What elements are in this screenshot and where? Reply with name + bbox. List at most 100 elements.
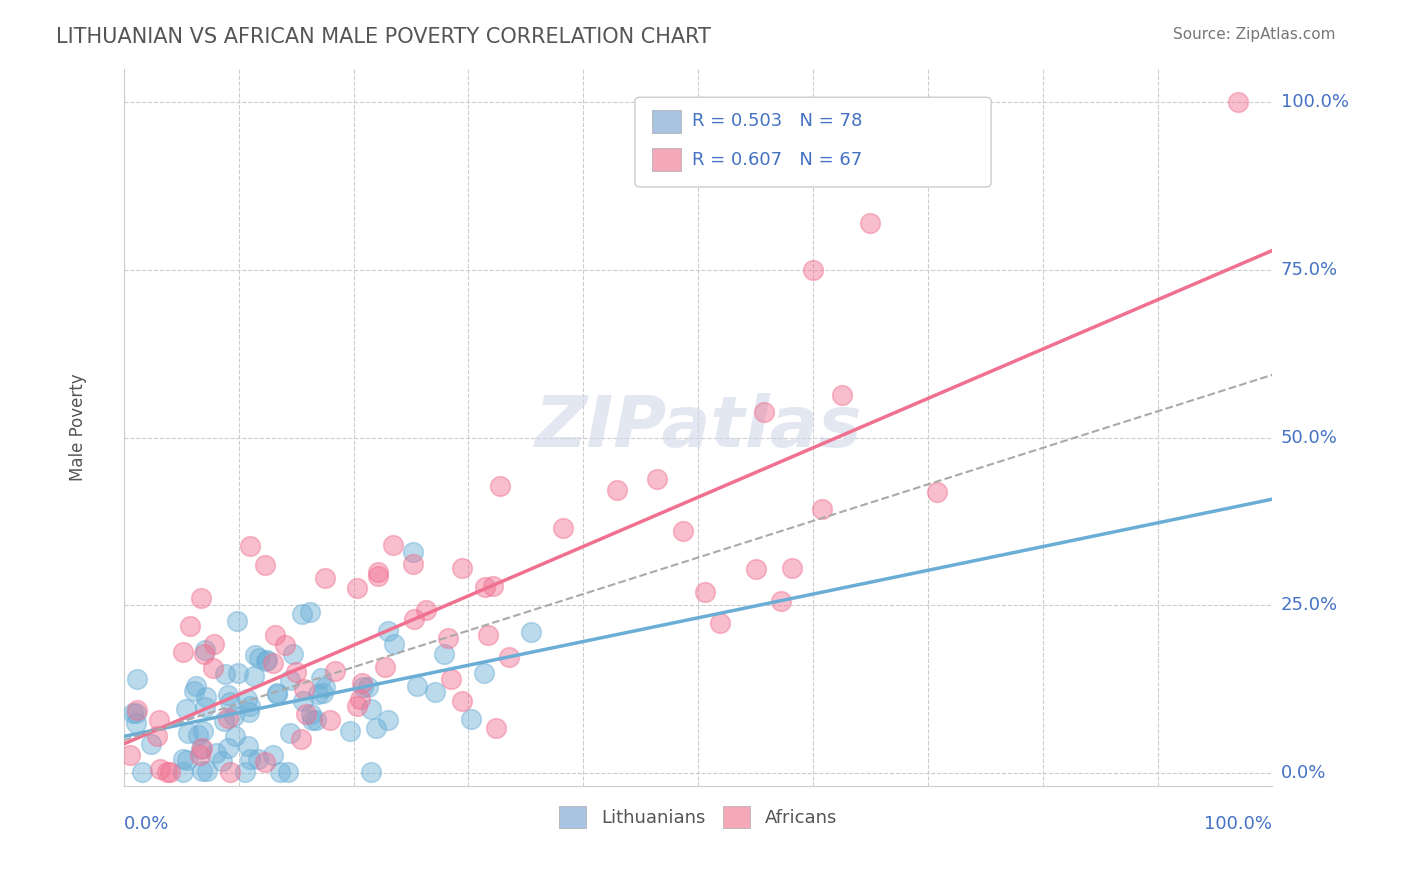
Point <box>190 747 212 762</box>
Point <box>254 654 277 668</box>
Point <box>139 738 162 752</box>
Point <box>190 742 212 756</box>
Point <box>498 650 520 665</box>
Point <box>374 659 396 673</box>
Point <box>239 752 262 766</box>
Point <box>811 501 834 516</box>
Point <box>925 485 948 500</box>
Point <box>377 713 399 727</box>
Point <box>183 683 205 698</box>
Point <box>127 673 149 687</box>
Point <box>360 702 382 716</box>
Point <box>292 682 315 697</box>
Point <box>307 688 329 702</box>
Legend: Lithuanians, Africans: Lithuanians, Africans <box>553 798 845 835</box>
Point <box>125 716 148 731</box>
Point <box>190 764 212 778</box>
Point <box>402 557 425 571</box>
Point <box>226 666 249 681</box>
Point <box>304 713 326 727</box>
Point <box>278 673 301 687</box>
Point <box>314 680 336 694</box>
Point <box>346 582 368 596</box>
Point <box>253 558 276 573</box>
Text: ZIPatlas: ZIPatlas <box>534 393 862 462</box>
Point <box>191 741 214 756</box>
Point <box>451 694 474 708</box>
Point <box>485 721 508 735</box>
Point <box>224 729 246 743</box>
Point <box>432 647 454 661</box>
Point <box>211 754 233 768</box>
Point <box>247 651 270 665</box>
Point <box>159 765 181 780</box>
Point <box>266 687 288 701</box>
Text: 0.0%: 0.0% <box>124 815 169 833</box>
Text: R = 0.607   N = 67: R = 0.607 N = 67 <box>692 151 863 169</box>
Point <box>253 756 276 770</box>
Text: R = 0.503   N = 78: R = 0.503 N = 78 <box>692 112 863 130</box>
Point <box>339 723 361 738</box>
Point <box>247 752 270 766</box>
Point <box>238 706 260 720</box>
Point <box>217 688 239 702</box>
Point <box>299 706 322 721</box>
Point <box>551 521 574 535</box>
Point <box>187 728 209 742</box>
Text: 25.0%: 25.0% <box>1281 597 1339 615</box>
Point <box>176 726 198 740</box>
Point <box>382 538 405 552</box>
Point <box>360 765 382 780</box>
Text: Male Poverty: Male Poverty <box>69 374 87 482</box>
Point <box>477 628 499 642</box>
Point <box>352 680 374 694</box>
Point <box>278 725 301 739</box>
Point <box>193 647 215 661</box>
Point <box>172 765 194 780</box>
Point <box>125 706 148 721</box>
Point <box>262 657 284 671</box>
Point <box>349 692 371 706</box>
Point <box>292 693 315 707</box>
Point <box>205 746 228 760</box>
Point <box>284 665 307 679</box>
Point <box>195 764 218 779</box>
Point <box>149 762 172 776</box>
Point <box>319 713 342 727</box>
Point <box>219 695 242 709</box>
Point <box>357 681 380 695</box>
Point <box>440 673 463 687</box>
FancyBboxPatch shape <box>652 110 681 133</box>
Point <box>122 706 145 720</box>
Text: LITHUANIAN VS AFRICAN MALE POVERTY CORRELATION CHART: LITHUANIAN VS AFRICAN MALE POVERTY CORRE… <box>56 27 711 46</box>
Point <box>212 714 235 729</box>
Point <box>236 739 259 754</box>
Point <box>291 607 314 621</box>
Point <box>156 765 179 780</box>
Point <box>174 701 197 715</box>
Point <box>769 593 792 607</box>
Point <box>425 685 447 699</box>
Point <box>131 765 153 780</box>
Point <box>472 665 495 680</box>
Text: 100.0%: 100.0% <box>1281 93 1348 112</box>
Point <box>301 713 323 727</box>
Point <box>752 405 775 419</box>
Point <box>214 666 236 681</box>
Point <box>404 612 426 626</box>
Point <box>201 660 224 674</box>
Point <box>266 686 288 700</box>
Point <box>695 585 717 599</box>
Text: 75.0%: 75.0% <box>1281 260 1339 279</box>
Point <box>801 262 824 277</box>
Text: 50.0%: 50.0% <box>1281 428 1337 447</box>
Point <box>148 713 170 727</box>
Point <box>309 672 332 686</box>
Point <box>709 616 731 631</box>
Point <box>243 669 266 683</box>
Point <box>298 605 321 619</box>
Point <box>238 698 260 713</box>
Point <box>364 722 387 736</box>
Point <box>217 711 239 725</box>
Point <box>202 637 225 651</box>
